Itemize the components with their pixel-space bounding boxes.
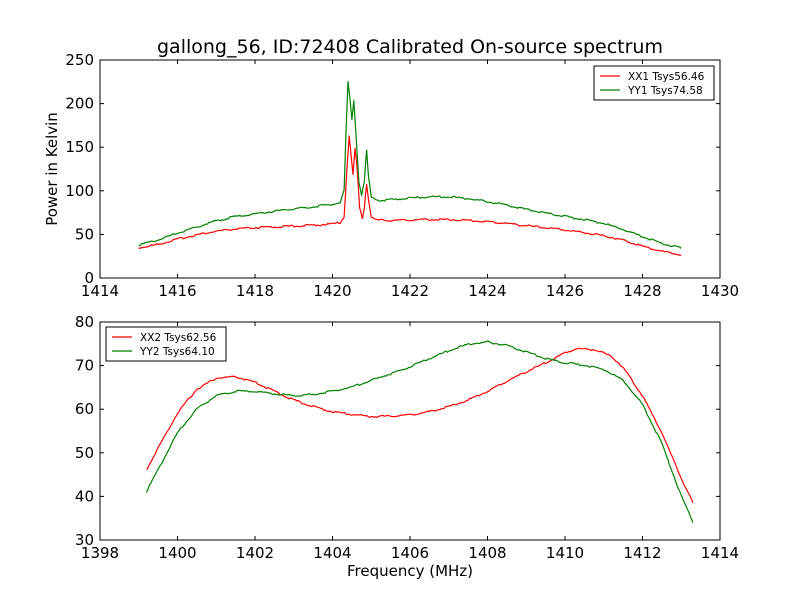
- top-series-layer: [138, 81, 682, 256]
- y-tick-label: 70: [75, 357, 94, 375]
- legend-label-2: YY1 Tsys74.58: [627, 85, 703, 97]
- x-tick-label: 1412: [623, 544, 661, 562]
- chart-title: gallong_56, ID:72408 Calibrated On-sourc…: [157, 36, 663, 58]
- x-tick-label: 1424: [468, 282, 506, 300]
- top-plot-frame: [99, 59, 721, 279]
- x-tick-label: 1420: [313, 282, 351, 300]
- x-tick-label: 1406: [391, 544, 429, 562]
- y-tick-label: 250: [65, 51, 94, 69]
- y-tick-label: 50: [75, 225, 94, 243]
- bottom-x-axis-label: Frequency (MHz): [347, 562, 473, 580]
- x-tick-label: 1414: [81, 282, 119, 300]
- x-tick-label: 1404: [313, 544, 351, 562]
- top-ticks-layer: 1414 1416 1418 1420 1422 1424 1426 1428 1430 0 50 1…: [65, 51, 739, 300]
- y-tick-label: 0: [84, 269, 94, 287]
- series-line-1: [138, 135, 682, 256]
- x-tick-label: 1400: [158, 544, 196, 562]
- legend-label-1: XX1 Tsys56.46: [628, 71, 705, 83]
- y-tick-label: 40: [75, 487, 94, 505]
- top-spectrum-panel: gallong_56, ID:72408 Calibrated On-sourc…: [43, 36, 739, 300]
- series-line-2: [145, 340, 694, 523]
- legend-box: [593, 65, 715, 101]
- y-tick-label: 50: [75, 444, 94, 462]
- y-tick-label: 200: [65, 95, 94, 113]
- top-y-axis-label: Power in Kelvin: [43, 112, 61, 226]
- x-tick-label: 1428: [623, 282, 661, 300]
- bottom-plot-frame: [99, 321, 721, 541]
- x-tick-label: 1414: [701, 544, 739, 562]
- x-tick-label: 1410: [546, 544, 584, 562]
- bottom-spectrum-panel: Frequency (MHz) 1398 1400 1402 1404 1406 1408…: [75, 313, 739, 580]
- top-legend: XX1 Tsys56.46 YY1 Tsys74.58: [593, 65, 715, 101]
- y-tick-label: 100: [65, 182, 94, 200]
- x-tick-label: 1418: [236, 282, 274, 300]
- x-tick-label: 1422: [391, 282, 429, 300]
- bottom-ticks-layer: 1398 1400 1402 1404 1406 1408 1410 1412 1414 30 40…: [75, 313, 739, 562]
- y-tick-label: 60: [75, 400, 94, 418]
- x-tick-label: 1408: [468, 544, 506, 562]
- legend-box: [105, 326, 227, 362]
- bottom-legend: XX2 Tsys62.56 YY2 Tsys64.10: [105, 326, 227, 362]
- y-tick-label: 150: [65, 138, 94, 156]
- y-tick-label: 30: [75, 531, 94, 549]
- legend-label-2: YY2 Tsys64.10: [139, 346, 215, 358]
- x-tick-label: 1402: [236, 544, 274, 562]
- x-tick-label: 1416: [158, 282, 196, 300]
- x-tick-label: 1426: [546, 282, 584, 300]
- y-tick-label: 80: [75, 313, 94, 331]
- series-line-1: [146, 347, 694, 504]
- x-tick-label: 1430: [701, 282, 739, 300]
- legend-label-1: XX2 Tsys62.56: [140, 332, 217, 344]
- x-tick-label: 1398: [81, 544, 119, 562]
- series-line-2: [138, 81, 682, 249]
- bottom-series-layer: [145, 340, 694, 523]
